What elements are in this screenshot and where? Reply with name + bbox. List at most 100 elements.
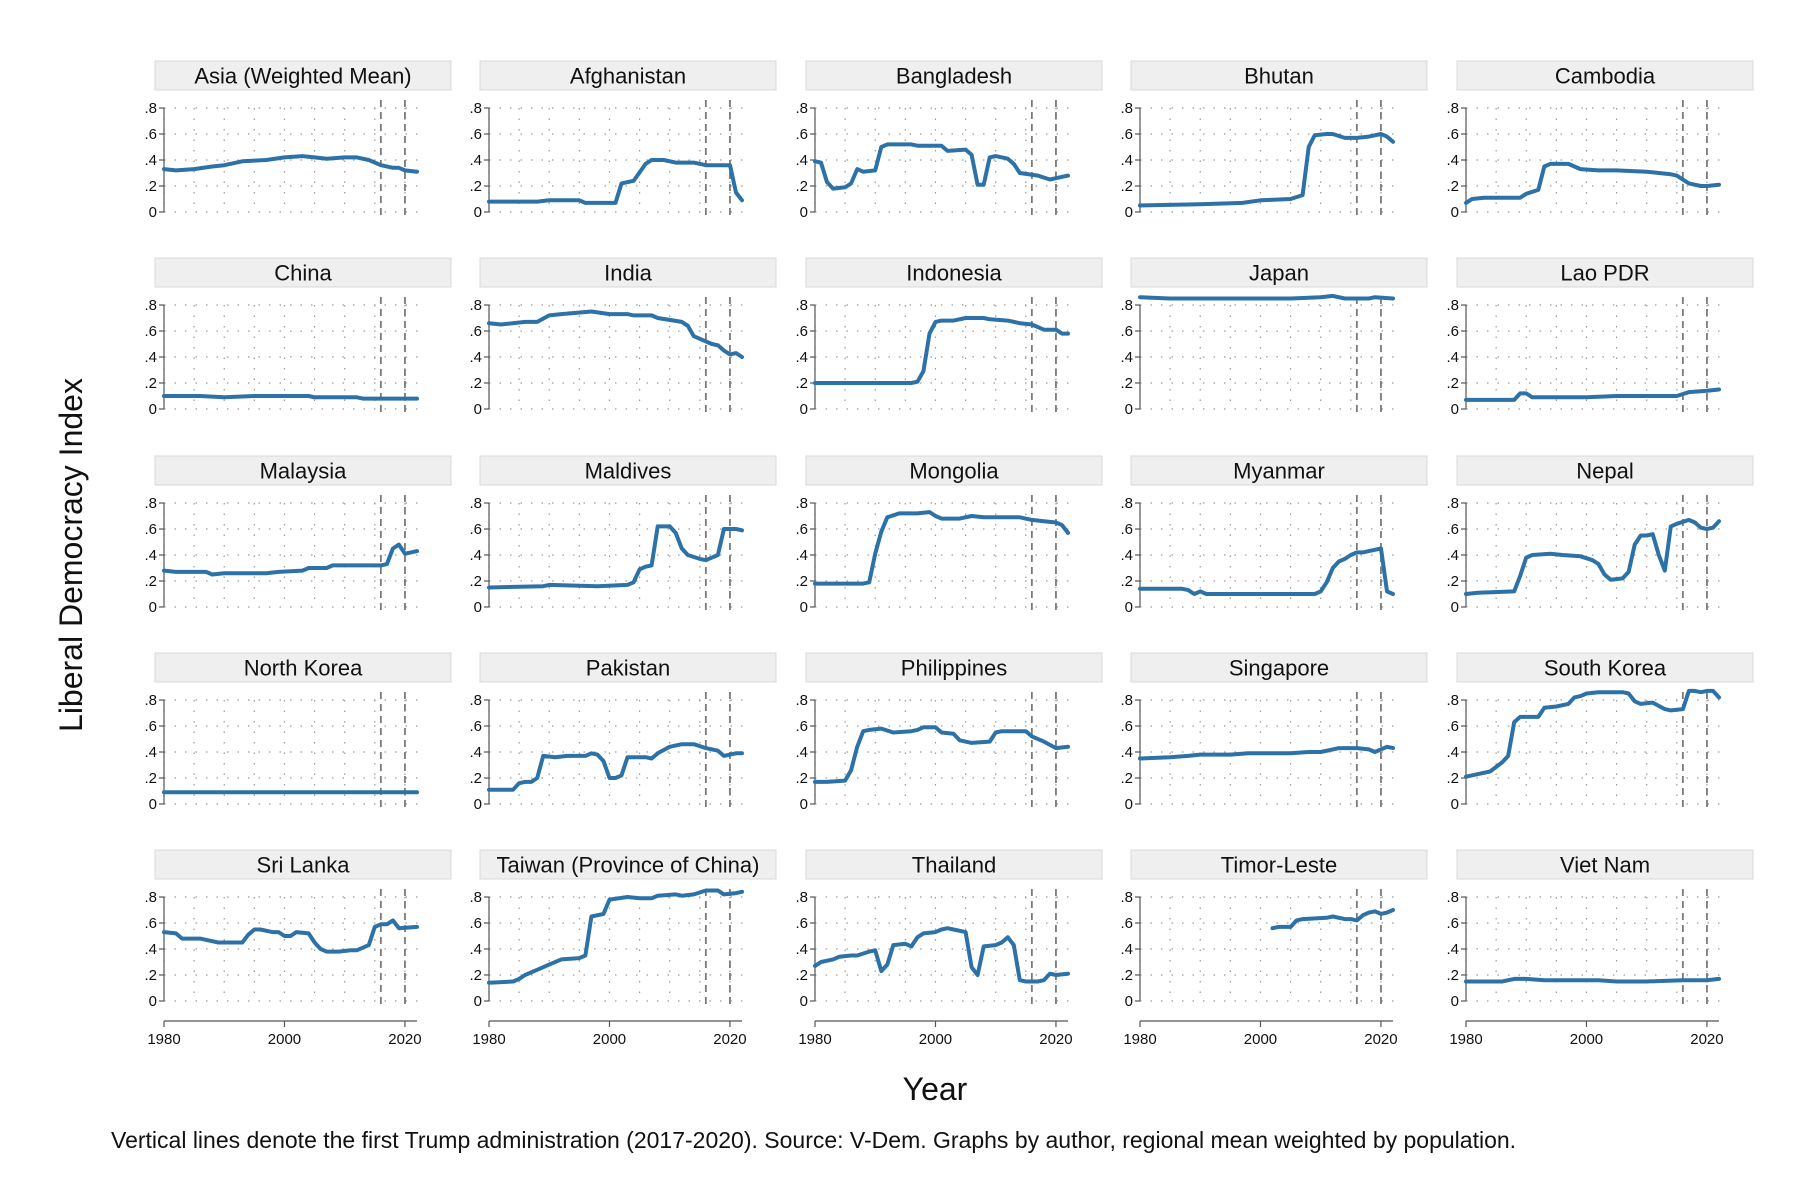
- panel-north-korea: North Korea 0 .2 .4 .6 .8: [144, 652, 452, 813]
- y-tick-label: .4: [1446, 152, 1459, 169]
- panel-strip: [154, 257, 452, 288]
- x-tick-label: 2020: [713, 1031, 746, 1048]
- y-tick-label: .6: [469, 126, 482, 143]
- panel-title: Nepal: [1576, 459, 1633, 484]
- panel-strip: [805, 257, 1103, 288]
- panel-title: Bangladesh: [896, 64, 1012, 89]
- panel-strip: [805, 455, 1103, 486]
- series-line-timor-leste: [1270, 908, 1395, 931]
- panel-sri-lanka: Sri Lanka 0 .2 .4 .6 .8 1980 2000 2020: [144, 849, 452, 1048]
- y-tick-label: .6: [1120, 521, 1133, 538]
- y-tick-label: .2: [469, 573, 482, 590]
- y-tick-label: .8: [1120, 100, 1133, 117]
- y-tick-label: .2: [1120, 573, 1133, 590]
- y-tick-label: .8: [1120, 692, 1133, 709]
- y-tick-label: 0: [149, 993, 157, 1010]
- panel-japan: Japan 0 .2 .4 .6 .8: [1120, 257, 1428, 418]
- series-line-pakistan: [487, 742, 744, 792]
- panel-title: Mongolia: [909, 459, 999, 484]
- y-tick-label: .6: [469, 915, 482, 932]
- y-tick-label: .6: [795, 126, 808, 143]
- y-tick-label: .6: [1446, 323, 1459, 340]
- y-tick-label: .2: [144, 770, 157, 787]
- y-tick-label: .4: [144, 941, 157, 958]
- y-tick-label: .4: [795, 744, 808, 761]
- y-tick-label: .8: [795, 100, 808, 117]
- y-tick-label: .2: [144, 573, 157, 590]
- y-tick-label: .2: [469, 375, 482, 392]
- series-line-singapore: [1138, 744, 1395, 761]
- y-tick-label: .2: [795, 967, 808, 984]
- x-tick-label: 2020: [388, 1031, 421, 1048]
- panel-title: Sri Lanka: [257, 853, 351, 878]
- panel-title: Taiwan (Province of China): [497, 853, 760, 878]
- panel-singapore: Singapore 0 .2 .4 .6 .8: [1120, 652, 1428, 813]
- y-tick-label: .2: [144, 967, 157, 984]
- panel-title: Asia (Weighted Mean): [194, 64, 411, 89]
- y-tick-label: .6: [1446, 521, 1459, 538]
- series-line-asia-weighted-mean: [162, 154, 419, 174]
- y-tick-label: .4: [795, 941, 808, 958]
- panel-title: China: [274, 261, 332, 286]
- y-tick-label: .4: [469, 349, 482, 366]
- panel-strip: [479, 652, 777, 683]
- y-tick-label: 0: [1125, 599, 1133, 616]
- y-tick-label: .6: [1120, 718, 1133, 735]
- y-tick-label: .2: [1446, 967, 1459, 984]
- y-tick-label: .2: [1120, 770, 1133, 787]
- panel-lao-pdr: Lao PDR 0 .2 .4 .6 .8: [1446, 257, 1754, 418]
- y-tick-label: .2: [144, 178, 157, 195]
- y-tick-label: .6: [795, 915, 808, 932]
- panel-strip: [1456, 257, 1754, 288]
- y-tick-label: .8: [1446, 297, 1459, 314]
- panel-strip: [1130, 849, 1428, 880]
- y-tick-label: 0: [800, 796, 808, 813]
- y-tick-label: .8: [144, 100, 157, 117]
- x-tick-label: 2020: [1690, 1031, 1723, 1048]
- panel-myanmar: Myanmar 0 .2 .4 .6 .8: [1120, 455, 1428, 616]
- panel-strip: [1456, 849, 1754, 880]
- y-tick-label: 0: [1451, 204, 1459, 221]
- y-tick-label: 0: [800, 993, 808, 1010]
- chart-caption: Vertical lines denote the first Trump ad…: [111, 1127, 1516, 1153]
- y-tick-label: .8: [469, 889, 482, 906]
- series-line-bangladesh: [813, 142, 1070, 191]
- panel-pakistan: Pakistan 0 .2 .4 .6 .8: [469, 652, 777, 813]
- y-tick-label: .6: [144, 521, 157, 538]
- panel-nepal: Nepal 0 .2 .4 .6 .8: [1446, 455, 1754, 616]
- x-tick-label: 1980: [1449, 1031, 1482, 1048]
- series-line-nepal: [1464, 517, 1721, 596]
- panel-title: Afghanistan: [570, 64, 686, 89]
- y-tick-label: .6: [1446, 718, 1459, 735]
- series-line-malaysia: [162, 542, 419, 577]
- y-tick-label: .4: [1446, 547, 1459, 564]
- panel-south-korea: South Korea 0 .2 .4 .6 .8: [1446, 652, 1754, 813]
- y-tick-label: .8: [469, 297, 482, 314]
- y-tick-label: 0: [800, 401, 808, 418]
- y-tick-label: .8: [144, 495, 157, 512]
- panel-malaysia: Malaysia 0 .2 .4 .6 .8: [144, 455, 452, 616]
- x-axis-title: Year: [903, 1071, 968, 1107]
- panel-bangladesh: Bangladesh 0 .2 .4 .6 .8: [795, 60, 1103, 221]
- y-tick-label: .4: [1120, 349, 1133, 366]
- x-tick-label: 2000: [268, 1031, 301, 1048]
- y-tick-label: .4: [469, 152, 482, 169]
- panel-strip: [479, 257, 777, 288]
- x-tick-label: 1980: [147, 1031, 180, 1048]
- y-tick-label: 0: [474, 401, 482, 418]
- y-tick-label: .8: [1120, 297, 1133, 314]
- y-tick-label: .6: [1446, 126, 1459, 143]
- y-tick-label: .8: [144, 692, 157, 709]
- y-tick-label: .4: [1120, 152, 1133, 169]
- y-tick-label: .4: [795, 152, 808, 169]
- panel-title: Viet Nam: [1560, 853, 1650, 878]
- panel-thailand: Thailand 0 .2 .4 .6 .8 1980 2000 2020: [795, 849, 1103, 1048]
- series-line-south-korea: [1464, 688, 1721, 779]
- y-tick-label: 0: [1451, 401, 1459, 418]
- panel-strip: [479, 60, 777, 91]
- panel-strip: [154, 849, 452, 880]
- y-tick-label: .2: [1446, 375, 1459, 392]
- y-tick-label: 0: [149, 204, 157, 221]
- y-tick-label: .4: [1446, 349, 1459, 366]
- x-tick-label: 2000: [1244, 1031, 1277, 1048]
